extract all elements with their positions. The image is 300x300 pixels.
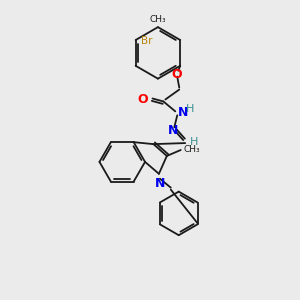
Text: N: N (155, 177, 165, 190)
Text: N: N (168, 124, 178, 137)
Text: CH₃: CH₃ (150, 15, 166, 24)
Text: O: O (137, 93, 148, 106)
Text: CH₃: CH₃ (184, 145, 200, 154)
Text: N: N (178, 106, 189, 119)
Text: O: O (171, 68, 181, 81)
Text: H: H (186, 104, 195, 114)
Text: H: H (190, 137, 199, 147)
Text: Br: Br (141, 36, 152, 46)
